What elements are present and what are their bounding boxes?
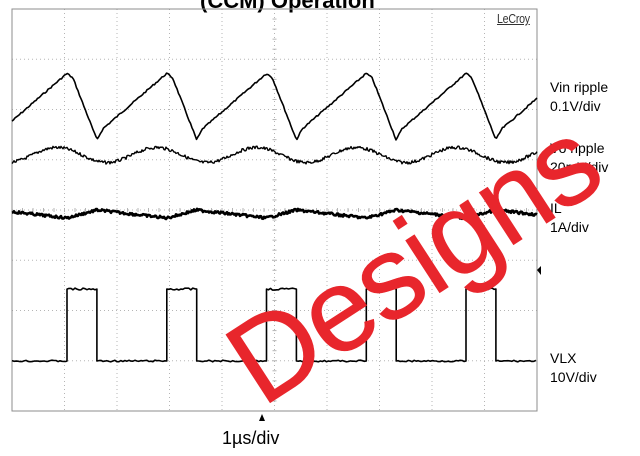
- label-vo-name: Vo ripple: [550, 140, 605, 156]
- trace-vo-ripple: [11, 145, 538, 165]
- label-il-name: IL: [550, 200, 562, 216]
- timebase-label: 1µs/div: [222, 428, 280, 448]
- label-vin: Vin ripple 0.1V/div: [550, 78, 608, 116]
- label-vo-scale: 20mV/div: [550, 159, 609, 175]
- trace-il: [11, 207, 538, 221]
- label-vo: Vo ripple 20mV/div: [550, 139, 608, 177]
- level-marker: [537, 266, 541, 275]
- brand-logo: LeCroy: [497, 11, 530, 26]
- trigger-marker: [259, 414, 265, 421]
- label-vlx: VLX 10V/div: [550, 349, 597, 387]
- screen-frame: [11, 8, 538, 412]
- label-vlx-scale: 10V/div: [550, 369, 597, 385]
- label-vlx-name: VLX: [550, 350, 577, 366]
- label-vin-name: Vin ripple: [550, 79, 609, 95]
- chart-title: (CCM) Operation: [200, 0, 375, 13]
- trace-vlx: [11, 287, 537, 363]
- label-vin-scale: 0.1V/div: [550, 98, 601, 114]
- trace-vin-ripple: [11, 72, 538, 141]
- trace-group: [11, 72, 538, 363]
- label-il-scale: 1A/div: [550, 219, 589, 235]
- label-il: IL 1A/div: [550, 199, 589, 237]
